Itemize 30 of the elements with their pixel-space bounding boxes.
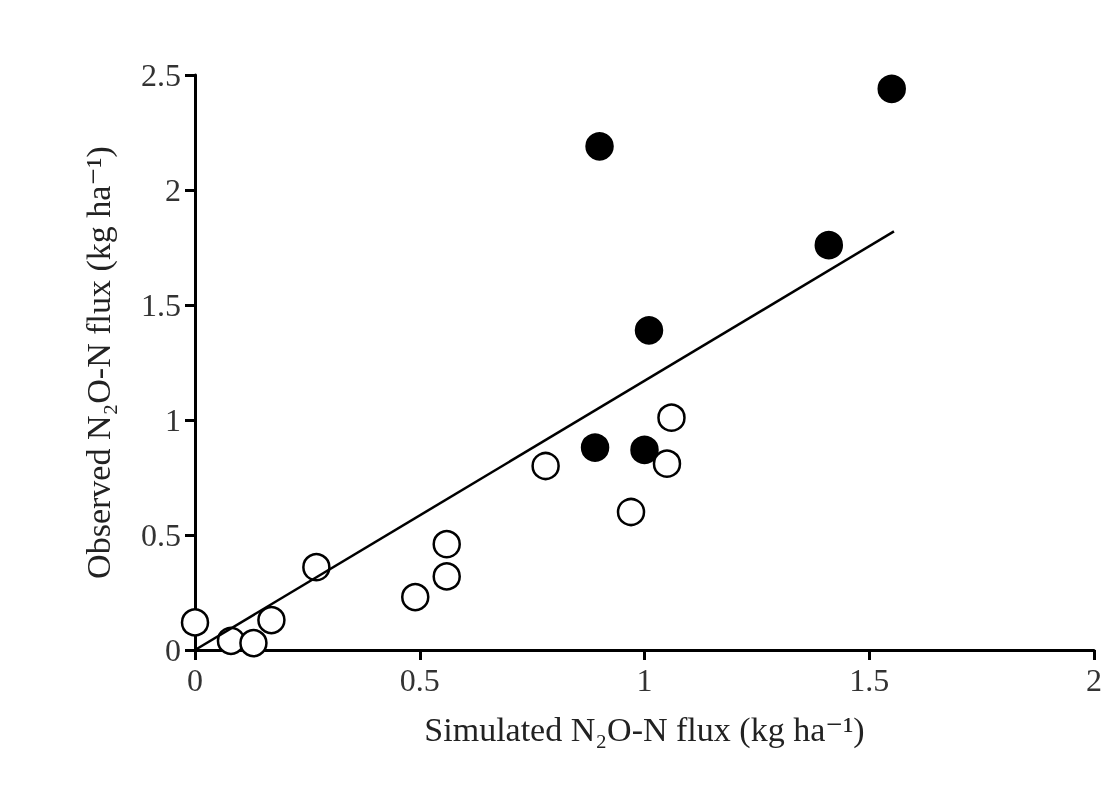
y-tick-label: 0 [165,632,181,668]
point [432,529,461,559]
point [302,552,331,582]
point [616,497,646,527]
y-tick-label: 2.5 [141,57,181,93]
y-tick-label: 2 [165,172,181,208]
point [432,562,461,591]
point [877,74,906,104]
y-tick-label: 1.5 [141,287,181,323]
x-axis-title: Simulated N₂O-N flux (kg ha⁻¹) [424,710,865,749]
point [580,433,610,462]
x-tick-label: 1 [636,662,653,698]
point [180,608,210,637]
point [652,449,682,478]
point [657,403,686,432]
point [401,582,430,612]
x-tick-label: 0 [187,662,203,698]
x-tick-label: 2 [1086,662,1102,698]
point [585,132,614,161]
y-tick-label: 1 [165,402,181,438]
y-tick-label: 0.5 [141,517,181,553]
point [531,451,560,481]
point [814,230,844,260]
point [630,435,659,465]
point [239,628,268,658]
x-tick-label: 1.5 [849,662,890,698]
x-tick-label: 0.5 [399,662,440,698]
point [257,605,286,635]
y-axis-title: Observed N₂O-N flux (kg ha⁻¹) [79,146,118,579]
point [634,316,664,345]
